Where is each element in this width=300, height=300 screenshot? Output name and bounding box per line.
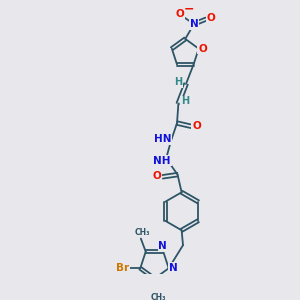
Text: N: N (169, 263, 178, 273)
Text: HN: HN (154, 134, 171, 144)
Text: Br: Br (116, 263, 130, 273)
Text: O: O (176, 9, 184, 19)
Text: O: O (153, 171, 162, 181)
Text: N: N (158, 241, 167, 251)
Text: H: H (174, 77, 182, 87)
Text: CH₃: CH₃ (151, 293, 166, 300)
Text: NH: NH (153, 155, 171, 166)
Text: −: − (183, 2, 194, 15)
Text: N: N (190, 19, 198, 29)
Text: O: O (207, 13, 215, 23)
Text: CH₃: CH₃ (134, 228, 150, 237)
Text: O: O (198, 44, 207, 54)
Text: H: H (181, 96, 189, 106)
Text: O: O (192, 121, 201, 131)
